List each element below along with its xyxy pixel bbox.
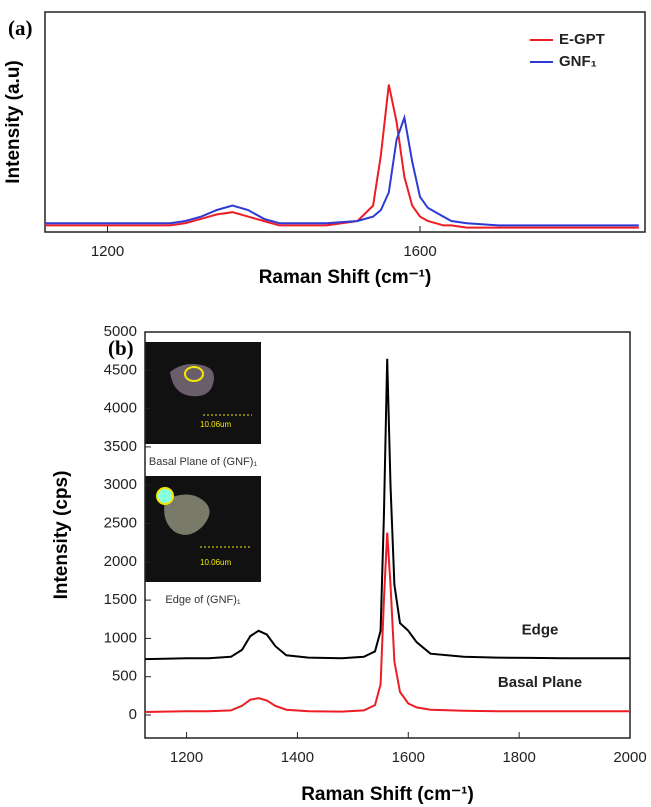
flake <box>164 494 210 535</box>
legend-label: GNF₁ <box>559 53 597 70</box>
series-label: Basal Plane <box>498 674 582 691</box>
y-axis-label: Intensity (a.u) <box>3 60 24 184</box>
x-axis-label: Raman Shift (cm⁻¹) <box>301 784 474 805</box>
x-tick-label: 1400 <box>281 749 314 766</box>
series-line <box>144 358 630 661</box>
inset-scale: 10.06um <box>200 558 231 567</box>
y-tick-label: 1500 <box>104 591 137 608</box>
plot-frame <box>44 11 646 233</box>
panel-label: (a) <box>8 16 33 40</box>
marker <box>184 366 204 382</box>
series-line <box>144 532 630 713</box>
panel-label: (b) <box>108 336 134 360</box>
x-tick-label: 1200 <box>91 243 124 260</box>
inset-images <box>145 342 261 582</box>
x-tick-label: 2000 <box>613 749 646 766</box>
series-label: Edge <box>522 621 559 638</box>
y-tick-label: 3000 <box>104 476 137 493</box>
inset-caption: Edge of (GNF)₁ <box>165 594 241 606</box>
y-tick-label: 3500 <box>104 438 137 455</box>
y-tick-label: 2500 <box>104 514 137 531</box>
x-tick-label: 1600 <box>403 243 436 260</box>
series-line <box>45 113 639 227</box>
y-tick-label: 4000 <box>104 400 137 417</box>
y-axis-label: Intensity (cps) <box>51 471 72 600</box>
marker <box>156 487 174 505</box>
legend-label: E-GPT <box>559 31 605 48</box>
y-tick-label: 500 <box>112 668 137 685</box>
series-line <box>45 84 639 229</box>
y-tick-label: 2000 <box>104 553 137 570</box>
inset-caption: Basal Plane of (GNF)₁ <box>149 456 258 468</box>
y-tick-label: 4500 <box>104 361 137 378</box>
y-tick-label: 1000 <box>104 629 137 646</box>
x-axis-label: Raman Shift (cm⁻¹) <box>259 267 432 288</box>
inset-scale: 10.06um <box>200 420 231 429</box>
plot-frame <box>144 331 631 739</box>
y-tick-label: 5000 <box>104 323 137 340</box>
x-tick-label: 1200 <box>170 749 203 766</box>
y-tick-label: 0 <box>129 706 137 723</box>
x-tick-label: 1800 <box>502 749 535 766</box>
x-tick-label: 1600 <box>392 749 425 766</box>
